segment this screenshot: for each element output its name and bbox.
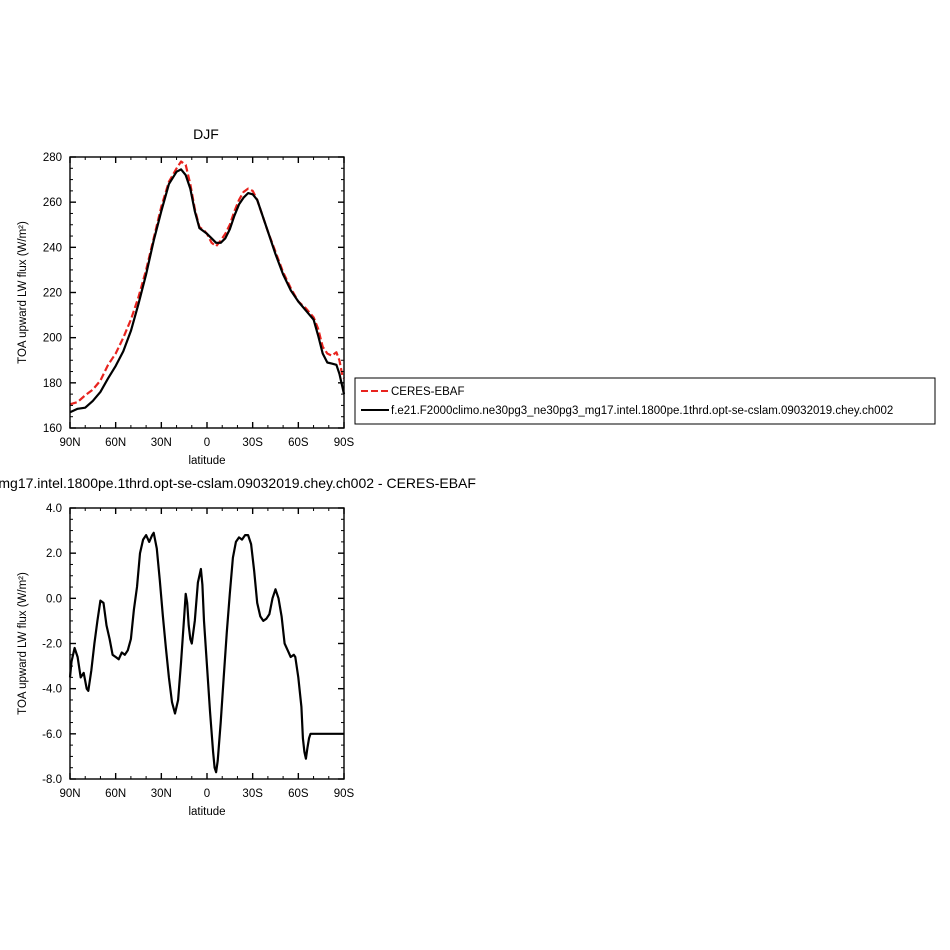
y-tick-label: 180: [43, 378, 62, 390]
x-tick-label: 90N: [59, 437, 80, 449]
x-tick-label: 60S: [288, 788, 309, 800]
series-line-0-0: [69, 160, 345, 406]
series-line-0-1: [69, 168, 346, 414]
plot-bottom: 90N 60N 30N 0 30S 60S 90S -8.0 -6.0 -4.0 -2.0 0.0 2.…: [17, 503, 355, 818]
y-tick-label: 240: [43, 242, 62, 254]
y-tick-label: 160: [43, 423, 62, 435]
chart-title-bottom: ne30pg3_mg17.intel.1800pe.1thrd.opt-se-c…: [0, 475, 476, 491]
x-axis-label: latitude: [188, 806, 225, 818]
x-tick-label: 60N: [105, 788, 126, 800]
y-axis-label: TOA upward LW flux (W/m²): [17, 572, 29, 715]
y-tick-label: 280: [43, 152, 62, 164]
legend: CERES-EBAF f.e21.F2000climo.ne30pg3_ne30…: [354, 377, 936, 425]
y-tick-label: -4.0: [42, 684, 62, 696]
x-tick-label: 0: [204, 788, 210, 800]
legend-label-ceres: CERES-EBAF: [391, 386, 465, 398]
legend-label-model: f.e21.F2000climo.ne30pg3_ne30pg3_mg17.in…: [391, 405, 893, 417]
y-tick-label: -8.0: [42, 774, 62, 786]
y-tick-label: -6.0: [42, 729, 62, 741]
plot-top: 90N 60N 30N 0 30S 60S 90S 160 180 200 220 240 260 280…: [17, 152, 355, 467]
y-tick-label: 220: [43, 288, 62, 300]
x-tick-label: 60N: [105, 437, 126, 449]
y-tick-label: 200: [43, 333, 62, 345]
y-tick-label: -2.0: [42, 639, 62, 651]
y-axis-label: TOA upward LW flux (W/m²): [17, 221, 29, 364]
x-tick-label: 30S: [242, 788, 263, 800]
series-line-1-0: [68, 531, 344, 774]
x-tick-label: 30N: [151, 788, 172, 800]
y-tick-label: 2.0: [46, 548, 62, 560]
plot-frame: [69, 156, 345, 429]
x-tick-label: 0: [204, 437, 210, 449]
x-tick-label: 60S: [288, 437, 309, 449]
y-tick-label: 0.0: [46, 593, 62, 605]
x-tick-label: 90N: [59, 788, 80, 800]
chart-title-top: DJF: [193, 126, 219, 142]
x-tick-label: 90S: [334, 437, 355, 449]
x-axis-label: latitude: [188, 455, 225, 467]
legend-box: [354, 377, 936, 425]
y-tick-label: 260: [43, 197, 62, 209]
x-tick-label: 30N: [151, 437, 172, 449]
x-tick-label: 90S: [334, 788, 355, 800]
y-tick-label: 4.0: [46, 503, 62, 515]
x-tick-label: 30S: [242, 437, 263, 449]
